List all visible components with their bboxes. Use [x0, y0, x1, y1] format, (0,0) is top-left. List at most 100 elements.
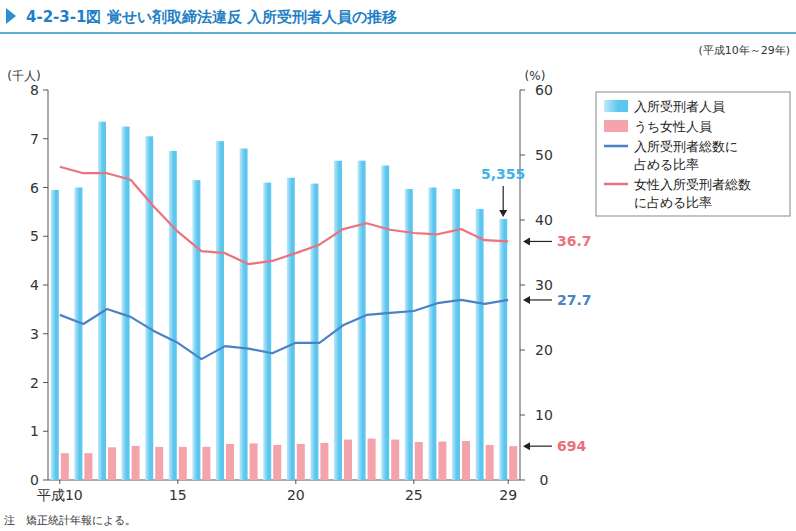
title: 4-2-3-1図 覚せい剤取締法違反 入所受刑者人員の推移	[26, 8, 397, 26]
y-tick	[43, 333, 48, 334]
bar	[74, 188, 82, 481]
bar	[61, 453, 69, 480]
annotation: 5,355	[481, 166, 525, 182]
chart: 4-2-3-1図 覚せい剤取締法違反 入所受刑者人員の推移(平成10年～29年)…	[0, 0, 796, 531]
y-tick-label: 7	[30, 131, 39, 147]
legend-swatch	[604, 145, 628, 148]
bar	[358, 161, 366, 480]
x-tick	[59, 480, 60, 484]
y-tick-label: 4	[30, 277, 39, 293]
legend-label: うち女性人員	[634, 119, 712, 134]
bar	[240, 149, 248, 481]
bar	[98, 122, 106, 480]
x-tick-label: 29	[499, 487, 517, 503]
y-tick	[43, 138, 48, 139]
bar	[310, 184, 318, 480]
y2-tick	[520, 90, 525, 91]
bar	[192, 180, 200, 480]
bar	[334, 161, 342, 480]
x-tick-label: 20	[287, 487, 305, 503]
line	[60, 300, 508, 359]
annotation: 694	[557, 438, 586, 454]
bar	[381, 166, 389, 480]
x-tick-label: 15	[169, 487, 187, 503]
y2-tick-label: 30	[535, 277, 553, 293]
bar	[216, 141, 224, 480]
bar	[499, 219, 507, 480]
annotation-arrowhead	[499, 210, 507, 217]
bar	[84, 453, 92, 480]
y2-axis-label: (%)	[525, 69, 546, 83]
y2-tick-label: 20	[535, 342, 553, 358]
bar	[263, 183, 271, 480]
legend-label-line: 占める比率	[634, 157, 699, 172]
y2-tick-label: 10	[535, 407, 553, 423]
y-tick	[43, 236, 48, 237]
x-tick	[508, 480, 509, 484]
bar	[179, 447, 187, 480]
legend: 入所受刑者人員うち女性人員入所受刑者総数に占める比率女性入所受刑者総数に占める比…	[596, 92, 790, 216]
y2-tick-label: 60	[535, 82, 553, 98]
y-tick-label: 0	[30, 472, 39, 488]
bar	[415, 442, 423, 480]
y-tick-label: 3	[30, 326, 39, 342]
x-tick	[295, 480, 296, 484]
legend-box	[596, 92, 790, 216]
annotation-arrowhead	[523, 442, 530, 450]
x-tick	[413, 480, 414, 484]
legend-label-line: 入所受刑者人員	[634, 99, 725, 114]
line	[60, 167, 508, 265]
x-axis	[48, 480, 520, 481]
annotation-arrow	[529, 241, 552, 242]
bar	[391, 440, 399, 480]
bar	[51, 190, 59, 480]
legend-swatch	[604, 120, 628, 132]
y2-tick	[520, 155, 525, 156]
bar	[344, 440, 352, 480]
bar	[226, 444, 234, 480]
y-tick	[43, 382, 48, 383]
legend-label-line: うち女性人員	[634, 119, 712, 134]
note: 注 矯正統計年報による。	[4, 514, 136, 527]
bar	[368, 439, 376, 480]
bar	[476, 209, 484, 480]
annotation-arrow	[529, 446, 552, 447]
bar	[509, 446, 517, 480]
y-tick	[43, 285, 48, 286]
bar	[273, 445, 281, 480]
bar	[428, 188, 436, 481]
bar	[250, 443, 258, 480]
bar	[462, 441, 470, 480]
y2-tick	[520, 350, 525, 351]
y2-tick	[520, 415, 525, 416]
legend-label-line: 入所受刑者総数に	[634, 139, 738, 154]
bar	[452, 189, 460, 480]
x-tick	[177, 480, 178, 484]
legend-label: 入所受刑者人員	[634, 99, 725, 114]
x-tick-label: 25	[405, 487, 423, 503]
y2-tick-label: 50	[535, 147, 553, 163]
plot-marks	[51, 122, 517, 480]
y2-tick	[520, 220, 525, 221]
y-tick-label: 6	[30, 180, 39, 196]
y2-tick	[520, 480, 525, 481]
bar	[438, 441, 446, 480]
bar	[169, 151, 177, 480]
y2-tick-label: 0	[540, 472, 549, 488]
y-tick-label: 2	[30, 375, 39, 391]
annotation-arrowhead	[523, 296, 530, 304]
annotation: 27.7	[557, 292, 592, 308]
y-tick	[43, 480, 48, 481]
y-axis-label: (千人)	[7, 69, 40, 83]
y-tick-label: 1	[30, 423, 39, 439]
legend-label-line: に占める比率	[634, 195, 712, 210]
title-marker	[6, 8, 16, 24]
legend-swatch	[604, 100, 628, 112]
y-tick	[43, 431, 48, 432]
bar	[155, 447, 163, 480]
title-rule	[0, 32, 796, 34]
legend-label: 女性入所受刑者総数に占める比率	[634, 177, 751, 210]
y-tick	[43, 187, 48, 188]
legend-label-line: 女性入所受刑者総数	[634, 177, 751, 192]
annotation-arrow	[529, 299, 552, 300]
